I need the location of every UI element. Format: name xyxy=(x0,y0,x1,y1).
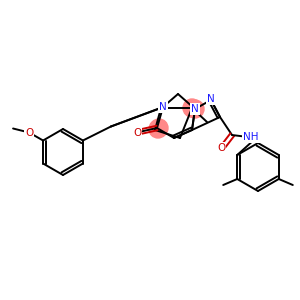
Text: O: O xyxy=(25,128,33,137)
Text: O: O xyxy=(217,143,225,153)
Text: N: N xyxy=(159,102,167,112)
Circle shape xyxy=(183,99,201,117)
Text: NH: NH xyxy=(243,132,259,142)
Text: N: N xyxy=(191,104,199,114)
Circle shape xyxy=(186,100,204,118)
Text: N: N xyxy=(207,94,215,104)
Text: O: O xyxy=(133,128,141,138)
Text: O: O xyxy=(25,128,33,137)
Circle shape xyxy=(149,120,167,138)
Circle shape xyxy=(150,119,168,137)
